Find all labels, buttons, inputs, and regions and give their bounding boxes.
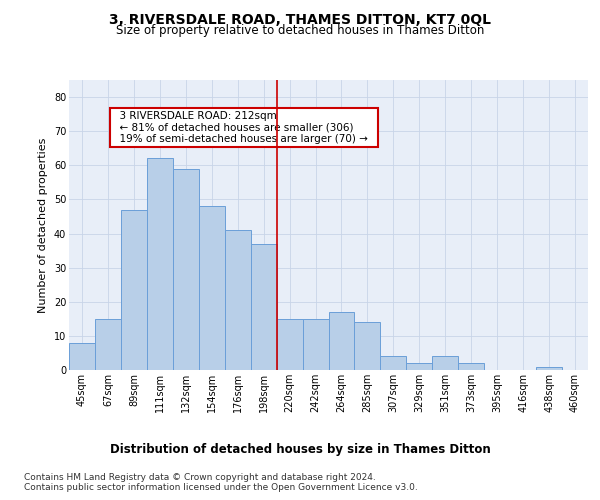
Bar xyxy=(458,363,484,370)
Bar xyxy=(277,319,302,370)
Bar xyxy=(433,356,458,370)
Bar xyxy=(95,319,121,370)
Bar xyxy=(69,342,95,370)
Text: 3 RIVERSDALE ROAD: 212sqm  
  ← 81% of detached houses are smaller (306)  
  19%: 3 RIVERSDALE ROAD: 212sqm ← 81% of detac… xyxy=(113,110,374,144)
Bar xyxy=(406,363,432,370)
Bar xyxy=(329,312,355,370)
Bar xyxy=(302,319,329,370)
Text: Distribution of detached houses by size in Thames Ditton: Distribution of detached houses by size … xyxy=(110,442,490,456)
Bar xyxy=(199,206,224,370)
Y-axis label: Number of detached properties: Number of detached properties xyxy=(38,138,48,312)
Bar xyxy=(121,210,147,370)
Text: 3, RIVERSDALE ROAD, THAMES DITTON, KT7 0QL: 3, RIVERSDALE ROAD, THAMES DITTON, KT7 0… xyxy=(109,12,491,26)
Bar xyxy=(147,158,173,370)
Text: Contains HM Land Registry data © Crown copyright and database right 2024.
Contai: Contains HM Land Registry data © Crown c… xyxy=(24,472,418,492)
Bar xyxy=(536,366,562,370)
Bar xyxy=(225,230,251,370)
Bar xyxy=(380,356,406,370)
Bar xyxy=(173,168,199,370)
Text: Size of property relative to detached houses in Thames Ditton: Size of property relative to detached ho… xyxy=(116,24,484,37)
Bar xyxy=(355,322,380,370)
Bar xyxy=(251,244,277,370)
